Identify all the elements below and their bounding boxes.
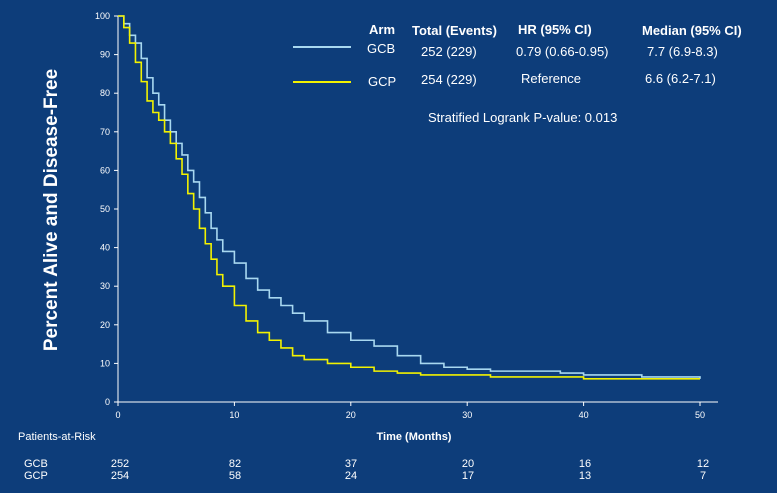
curve-gcb (118, 15, 701, 379)
risk-gcp-t10: 58 (228, 470, 242, 482)
y-tick-label: 60 (100, 165, 110, 175)
x-tick-label: 30 (462, 410, 472, 420)
risk-gcb-t20: 37 (344, 458, 358, 470)
y-tick-label: 30 (100, 281, 110, 291)
x-axis-label: Time (Months) (376, 431, 452, 443)
patients-at-risk-title: Patients-at-Risk (18, 431, 96, 443)
y-tick-label: 10 (100, 358, 110, 368)
legend-total-gcb: 252 (229) (421, 44, 477, 59)
legend-arm-gcb: GCB (367, 41, 396, 56)
y-tick-label: 40 (100, 243, 110, 253)
legend-total-gcp: 254 (229) (421, 72, 477, 87)
y-tick-label: 70 (100, 127, 110, 137)
risk-gcb-t30: 20 (461, 458, 475, 470)
risk-gcb-t40: 16 (578, 458, 592, 470)
risk-gcp-t0: 254 (110, 470, 130, 482)
legend-median-gcp: 6.6 (6.2-7.1) (645, 71, 716, 86)
risk-gcb-t0: 252 (110, 458, 130, 470)
risk-gcb-t50: 12 (696, 458, 710, 470)
risk-gcb-t10: 82 (228, 458, 242, 470)
legend-header-median: Median (95% CI) (642, 23, 742, 38)
y-tick-label: 20 (100, 320, 110, 330)
y-tick-label: 80 (100, 88, 110, 98)
risk-gcp-t20: 24 (344, 470, 358, 482)
axes: 0 10 20 30 40 50 0 10 20 30 40 50 60 70 80 90 100 (95, 11, 718, 420)
x-tick-label: 40 (579, 410, 589, 420)
legend-median-gcb: 7.7 (6.9-8.3) (647, 44, 718, 59)
legend-header-total: Total (Events) (412, 23, 497, 38)
risk-gcp-t40: 13 (578, 470, 592, 482)
legend-hr-gcb: 0.79 (0.66-0.95) (516, 44, 609, 59)
risk-row-name-gcb: GCB (24, 458, 48, 470)
risk-gcp-t30: 17 (461, 470, 475, 482)
risk-row-name-gcp: GCP (24, 470, 48, 482)
curve-gcp (118, 15, 700, 380)
x-tick-label: 10 (229, 410, 239, 420)
legend-hr-gcp: Reference (521, 71, 581, 86)
x-tick-label: 0 (115, 410, 120, 420)
x-tick-label: 50 (695, 410, 705, 420)
y-tick-label: 50 (100, 204, 110, 214)
risk-gcp-t50: 7 (699, 470, 707, 482)
y-tick-label: 90 (100, 50, 110, 60)
legend-arm-gcp: GCP (368, 74, 397, 89)
survival-curves (118, 15, 701, 380)
legend-header-arm: Arm (369, 22, 396, 37)
y-tick-label: 100 (95, 11, 110, 21)
x-tick-label: 20 (346, 410, 356, 420)
logrank-annotation: Stratified Logrank P-value: 0.013 (428, 110, 618, 125)
legend-lines (293, 46, 351, 83)
legend-header-hr: HR (95% CI) (518, 22, 592, 37)
y-tick-label: 0 (105, 397, 110, 407)
